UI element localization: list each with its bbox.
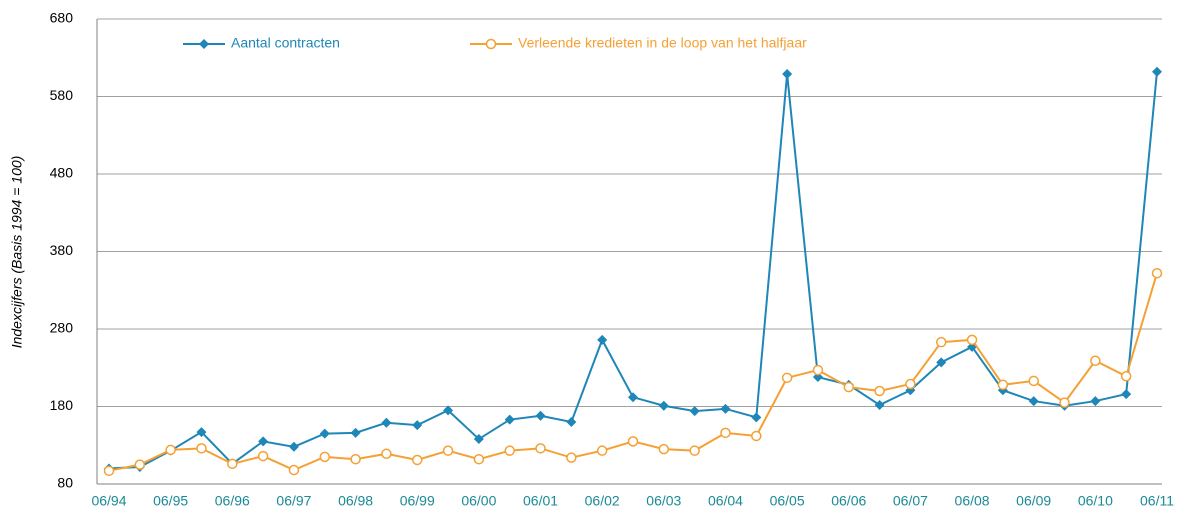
point bbox=[874, 399, 885, 410]
x-tick-label: 06/05 bbox=[770, 493, 805, 509]
x-tick-label: 06/02 bbox=[585, 493, 620, 509]
point bbox=[689, 406, 700, 417]
point bbox=[1121, 389, 1132, 400]
y-tick-label: 580 bbox=[50, 87, 74, 103]
point bbox=[627, 436, 639, 447]
point bbox=[566, 417, 577, 427]
point bbox=[504, 414, 515, 425]
point bbox=[935, 336, 947, 348]
point bbox=[288, 464, 300, 476]
point bbox=[1152, 66, 1162, 77]
point bbox=[1151, 267, 1163, 279]
point bbox=[103, 465, 115, 477]
x-tick-label: 06/06 bbox=[831, 493, 866, 509]
x-tick-label: 06/09 bbox=[1016, 493, 1051, 509]
point bbox=[751, 412, 762, 423]
point bbox=[319, 428, 330, 439]
point bbox=[843, 381, 855, 393]
point bbox=[597, 334, 608, 345]
point bbox=[443, 405, 454, 416]
y-tick-label: 80 bbox=[57, 475, 73, 491]
point bbox=[196, 443, 207, 454]
point bbox=[658, 400, 669, 411]
point bbox=[227, 458, 238, 470]
point bbox=[381, 448, 392, 460]
point bbox=[196, 427, 207, 438]
point bbox=[319, 451, 331, 463]
y-axis-label: Indexcijfers (Basis 1994 = 100) bbox=[9, 156, 25, 349]
x-tick-label: 06/00 bbox=[461, 493, 496, 509]
point bbox=[1059, 397, 1070, 408]
legend-marker bbox=[485, 38, 497, 50]
point bbox=[504, 445, 515, 456]
y-tick-label: 380 bbox=[50, 242, 74, 258]
point bbox=[628, 392, 638, 403]
x-tick-label: 06/07 bbox=[893, 493, 928, 509]
point bbox=[936, 357, 947, 368]
legend-label: Aantal contracten bbox=[231, 35, 340, 51]
y-tick-label: 680 bbox=[50, 10, 74, 26]
legend-label: Verleende kredieten in de loop van het h… bbox=[518, 35, 807, 51]
point bbox=[782, 69, 793, 80]
point bbox=[751, 430, 762, 442]
y-tick-label: 180 bbox=[50, 397, 74, 413]
point bbox=[720, 427, 731, 439]
point bbox=[473, 453, 485, 465]
point bbox=[257, 450, 269, 462]
x-tick-label: 06/03 bbox=[646, 493, 681, 509]
point bbox=[966, 334, 978, 346]
point bbox=[781, 372, 793, 384]
x-tick-label: 06/95 bbox=[153, 493, 188, 509]
point bbox=[1090, 396, 1101, 407]
point bbox=[350, 427, 361, 438]
x-tick-label: 06/99 bbox=[400, 493, 435, 509]
point bbox=[812, 364, 824, 376]
point bbox=[658, 443, 670, 455]
point bbox=[905, 378, 916, 390]
point bbox=[165, 444, 176, 456]
point bbox=[134, 459, 146, 470]
point bbox=[1028, 396, 1039, 407]
point bbox=[997, 379, 1009, 391]
point bbox=[874, 385, 885, 397]
point bbox=[1120, 371, 1132, 382]
legend-marker bbox=[199, 39, 209, 49]
point bbox=[288, 441, 299, 452]
series-line bbox=[108, 71, 1158, 470]
point bbox=[473, 434, 484, 445]
point bbox=[596, 445, 608, 456]
point bbox=[412, 420, 423, 431]
point bbox=[720, 403, 731, 414]
x-tick-label: 06/04 bbox=[708, 493, 743, 509]
x-tick-label: 06/96 bbox=[215, 493, 250, 509]
x-tick-label: 06/98 bbox=[338, 493, 373, 509]
point bbox=[535, 410, 546, 421]
point bbox=[689, 445, 700, 456]
point bbox=[1090, 355, 1101, 367]
point bbox=[381, 417, 392, 428]
x-tick-label: 06/11 bbox=[1140, 493, 1174, 509]
x-tick-label: 06/08 bbox=[955, 493, 990, 509]
point bbox=[411, 454, 423, 466]
point bbox=[1028, 375, 1039, 387]
x-tick-label: 06/10 bbox=[1078, 493, 1113, 509]
point bbox=[442, 445, 454, 456]
x-tick-label: 06/94 bbox=[91, 493, 126, 509]
point bbox=[535, 443, 546, 454]
y-tick-label: 480 bbox=[50, 165, 74, 181]
y-tick-label: 280 bbox=[50, 320, 74, 336]
point bbox=[566, 452, 577, 463]
x-tick-label: 06/97 bbox=[276, 493, 311, 509]
x-tick-label: 06/01 bbox=[523, 493, 558, 509]
point bbox=[350, 453, 361, 465]
point bbox=[258, 436, 269, 447]
